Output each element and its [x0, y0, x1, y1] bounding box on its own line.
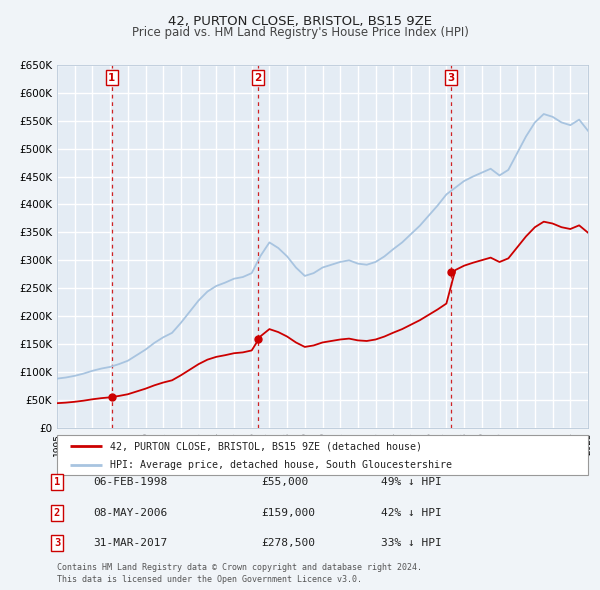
Text: 31-MAR-2017: 31-MAR-2017: [93, 538, 167, 548]
Text: Price paid vs. HM Land Registry's House Price Index (HPI): Price paid vs. HM Land Registry's House …: [131, 26, 469, 39]
Text: 06-FEB-1998: 06-FEB-1998: [93, 477, 167, 487]
Text: 42% ↓ HPI: 42% ↓ HPI: [381, 508, 442, 517]
Text: 2: 2: [54, 508, 60, 517]
Text: 49% ↓ HPI: 49% ↓ HPI: [381, 477, 442, 487]
Text: 08-MAY-2006: 08-MAY-2006: [93, 508, 167, 517]
Text: 42, PURTON CLOSE, BRISTOL, BS15 9ZE: 42, PURTON CLOSE, BRISTOL, BS15 9ZE: [168, 15, 432, 28]
Text: 42, PURTON CLOSE, BRISTOL, BS15 9ZE (detached house): 42, PURTON CLOSE, BRISTOL, BS15 9ZE (det…: [110, 441, 422, 451]
Text: Contains HM Land Registry data © Crown copyright and database right 2024.: Contains HM Land Registry data © Crown c…: [57, 563, 422, 572]
Text: 1: 1: [108, 73, 115, 83]
Text: HPI: Average price, detached house, South Gloucestershire: HPI: Average price, detached house, Sout…: [110, 460, 452, 470]
Text: This data is licensed under the Open Government Licence v3.0.: This data is licensed under the Open Gov…: [57, 575, 362, 584]
Text: £55,000: £55,000: [261, 477, 308, 487]
Text: £278,500: £278,500: [261, 538, 315, 548]
Text: 2: 2: [254, 73, 262, 83]
Text: 1: 1: [54, 477, 60, 487]
Text: £159,000: £159,000: [261, 508, 315, 517]
Text: 3: 3: [54, 538, 60, 548]
FancyBboxPatch shape: [57, 435, 588, 475]
Text: 3: 3: [447, 73, 454, 83]
Text: 33% ↓ HPI: 33% ↓ HPI: [381, 538, 442, 548]
